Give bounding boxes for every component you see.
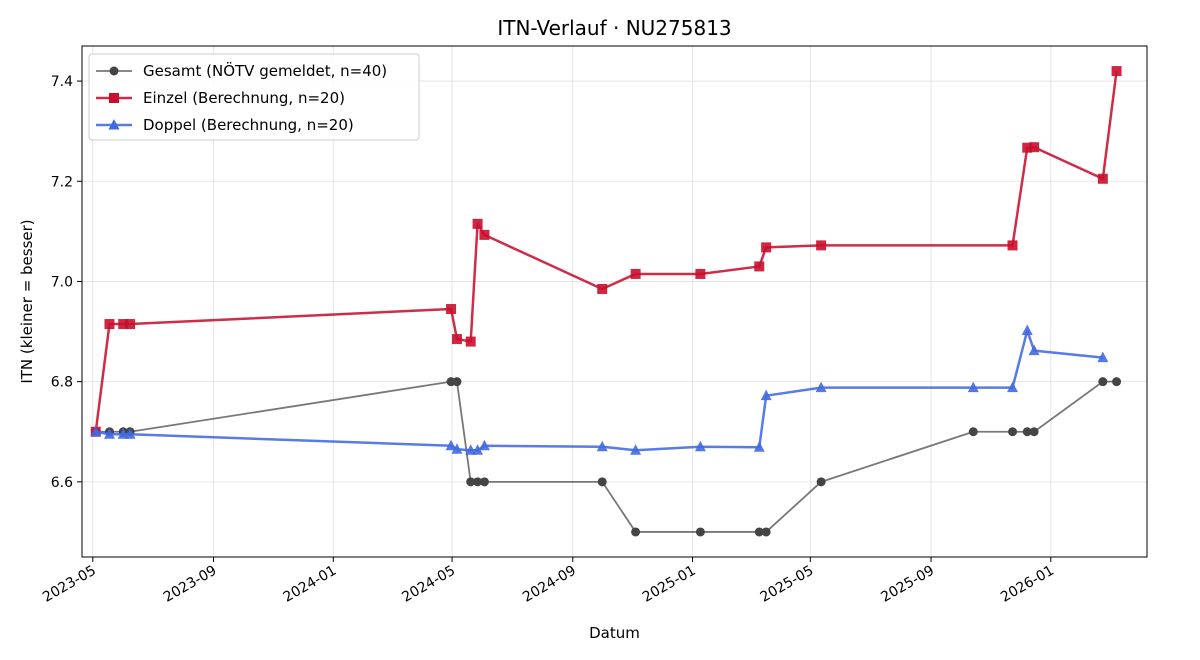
data-point — [446, 304, 457, 315]
data-point — [695, 527, 705, 537]
data-point — [1007, 381, 1019, 393]
legend-item: Einzel (Berechnung, n=20) — [96, 89, 345, 107]
x-axis-label: Datum — [589, 624, 640, 642]
x-tick-label: 2023-05 — [40, 563, 99, 606]
data-point — [1022, 427, 1032, 437]
plot-frame — [81, 45, 1148, 558]
data-point — [445, 439, 457, 451]
x-tick-label: 2024-09 — [520, 563, 579, 606]
data-point — [694, 440, 706, 452]
series-triangle — [90, 324, 1109, 455]
data-point — [815, 381, 827, 393]
series-square — [90, 66, 1122, 437]
chart-title: ITN-Verlauf · NU275813 — [497, 16, 731, 40]
data-point — [473, 477, 483, 487]
data-point — [1029, 142, 1040, 153]
data-point — [465, 336, 476, 347]
data-point — [466, 477, 476, 487]
data-point — [451, 443, 463, 454]
data-point — [968, 427, 978, 437]
data-point — [597, 283, 608, 294]
data-point — [753, 441, 765, 452]
data-point — [479, 229, 490, 240]
x-tick-label: 2026-01 — [998, 563, 1057, 606]
x-tick-label: 2024-05 — [399, 563, 458, 606]
data-point — [630, 268, 641, 279]
y-tick-label: 7.4 — [51, 74, 73, 90]
data-point — [124, 428, 136, 439]
data-point — [478, 439, 490, 451]
data-point — [104, 319, 115, 330]
data-point — [452, 377, 462, 387]
data-point — [1028, 344, 1040, 356]
legend-label: Einzel (Berechnung, n=20) — [143, 89, 345, 107]
legend-item: Gesamt (NÖTV gemeldet, n=40) — [96, 61, 387, 80]
data-point — [125, 319, 136, 330]
data-point — [1112, 377, 1122, 387]
data-point — [1029, 427, 1039, 437]
data-point — [118, 319, 129, 330]
data-point — [1098, 377, 1108, 387]
data-point — [1097, 173, 1108, 184]
x-axis: 2023-05 2023-09 2024-01 2024-05 2024-09 2025-… — [40, 557, 1057, 606]
data-point — [451, 334, 462, 345]
legend-label: Gesamt (NÖTV gemeldet, n=40) — [143, 61, 387, 80]
data-point — [103, 428, 115, 439]
data-point — [1022, 142, 1033, 153]
data-point — [90, 425, 102, 437]
x-tick-label: 2024-01 — [281, 563, 340, 606]
x-tick-label: 2025-01 — [640, 563, 699, 606]
series-line — [95, 380, 1117, 533]
data-point — [1021, 324, 1033, 336]
data-point — [816, 477, 826, 487]
y-tick-label: 7.0 — [51, 274, 73, 290]
data-point — [596, 440, 608, 452]
legend: Gesamt (NÖTV gemeldet, n=40) Einzel (Bere… — [88, 53, 420, 141]
data-point — [1008, 427, 1018, 437]
data-point — [472, 218, 483, 229]
x-tick-label: 2025-09 — [878, 563, 937, 606]
legend-box — [88, 53, 420, 141]
data-point — [754, 527, 764, 537]
data-point — [761, 527, 771, 537]
series-layer — [90, 66, 1122, 537]
y-tick-label: 6.8 — [51, 375, 73, 391]
data-point — [630, 444, 642, 455]
data-point — [597, 477, 607, 487]
data-point — [754, 261, 765, 272]
data-point — [695, 268, 706, 279]
data-point — [760, 389, 772, 401]
y-axis: 6.6 6.8 7.0 7.2 7.4 — [51, 74, 82, 491]
data-point — [1097, 351, 1109, 363]
legend-item: Doppel (Berechnung, n=20) — [96, 116, 354, 134]
data-point — [479, 477, 489, 487]
data-point — [472, 444, 484, 455]
series-circle — [91, 377, 1122, 537]
data-point — [967, 381, 979, 393]
data-point — [631, 527, 641, 537]
y-axis-label: ITN (kleiner = besser) — [18, 219, 36, 383]
data-point — [761, 242, 772, 253]
x-tick-label: 2023-09 — [161, 563, 220, 606]
series-line — [94, 70, 1118, 432]
y-tick-label: 6.6 — [51, 475, 73, 491]
y-tick-label: 7.2 — [51, 174, 73, 190]
legend-marker-triangle — [108, 119, 120, 130]
legend-marker-square — [109, 93, 119, 103]
grid — [82, 46, 1147, 557]
legend-marker-circle — [109, 66, 119, 76]
data-point — [1111, 66, 1122, 77]
x-tick-label: 2025-05 — [758, 563, 817, 606]
legend-label: Doppel (Berechnung, n=20) — [143, 116, 354, 134]
series-line — [95, 329, 1103, 452]
data-point — [1007, 240, 1018, 251]
data-point — [816, 240, 827, 251]
